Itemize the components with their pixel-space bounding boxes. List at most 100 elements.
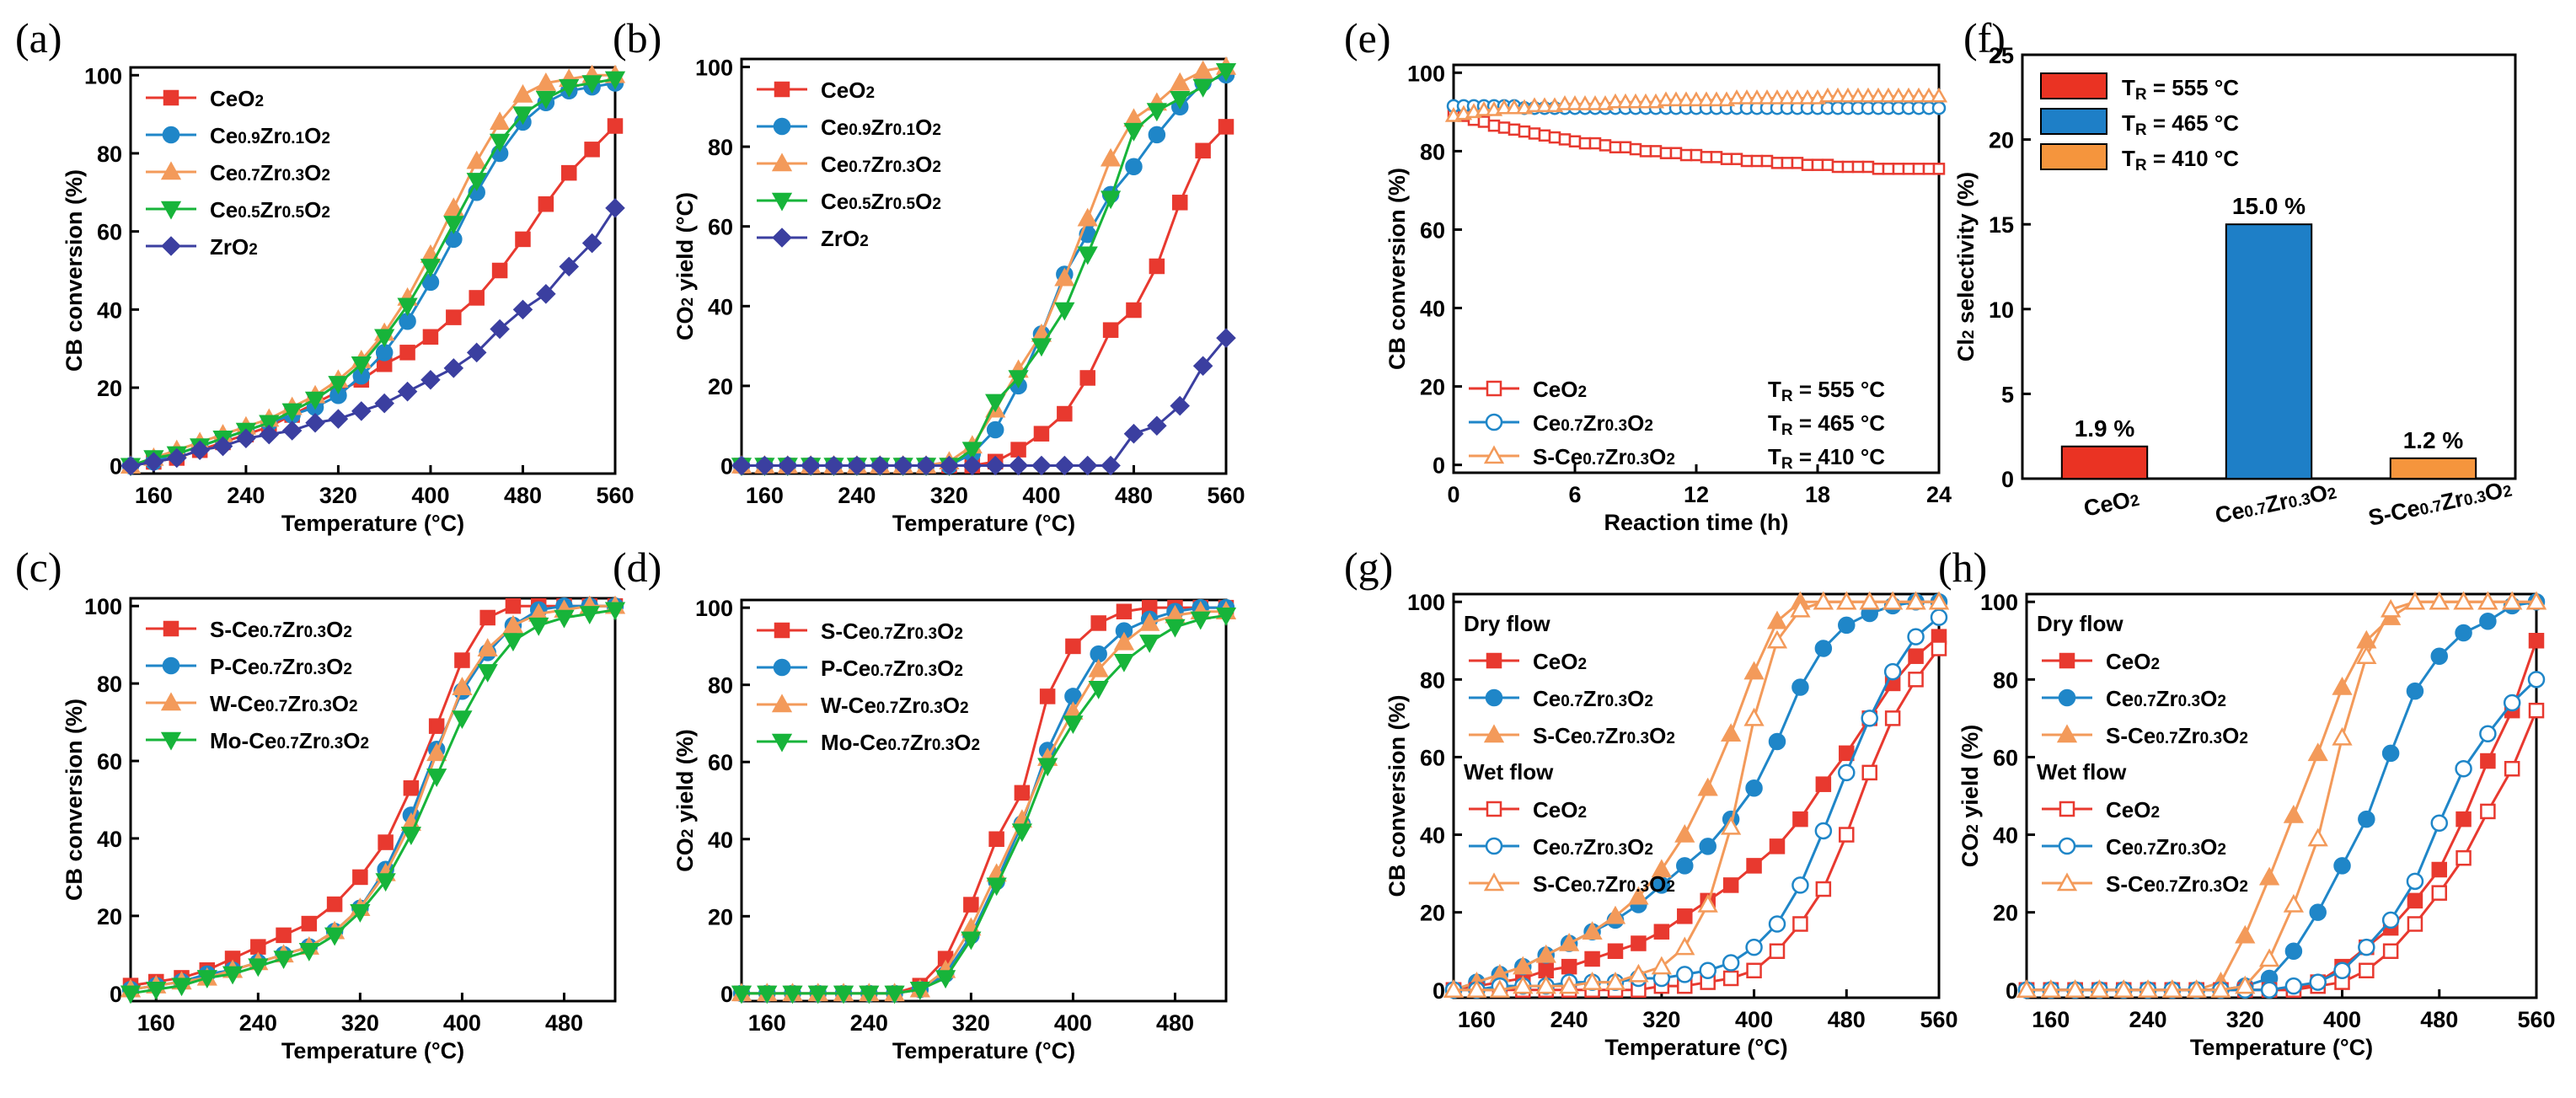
legend-label: CeO2 xyxy=(2106,649,2160,674)
data-point xyxy=(2333,961,2351,980)
data-point xyxy=(2480,803,2496,820)
data-point xyxy=(1768,732,1786,751)
series-line xyxy=(1453,600,1939,992)
x-axis-label: Temperature (°C) xyxy=(2190,1035,2373,1060)
data-point xyxy=(190,440,210,460)
y-axis-label: CO2 yield (%) xyxy=(672,729,698,872)
data-point xyxy=(962,455,983,476)
data-point xyxy=(1677,91,1695,107)
legend-label: Mo-Ce0.7Zr0.3O2 xyxy=(210,728,369,753)
series-1 xyxy=(1444,592,1948,999)
data-point xyxy=(2479,612,2497,630)
data-point xyxy=(490,319,510,340)
data-point xyxy=(1568,135,1582,147)
panel-label: (d) xyxy=(613,544,661,591)
data-point xyxy=(1535,975,1556,994)
data-point xyxy=(1190,611,1211,630)
data-point xyxy=(1584,951,1600,967)
panel-label: (h) xyxy=(1938,544,1987,591)
data-point xyxy=(477,638,498,656)
data-point xyxy=(2283,893,2305,913)
data-point xyxy=(1667,91,1685,107)
data-point xyxy=(1077,207,1098,227)
data-point xyxy=(2456,849,2472,866)
data-point xyxy=(350,904,371,923)
data-point xyxy=(1889,87,1908,103)
x-tick-label: 160 xyxy=(137,1010,175,1036)
data-point xyxy=(512,299,533,320)
x-tick-label: 320 xyxy=(2226,1007,2264,1032)
data-point xyxy=(259,424,280,445)
legend-label: CeO2 xyxy=(1533,377,1587,402)
data-point xyxy=(1748,89,1766,104)
data-point xyxy=(1192,356,1213,377)
data-point xyxy=(579,606,600,624)
data-point xyxy=(1791,678,1809,696)
data-point xyxy=(2480,753,2496,769)
data-point xyxy=(2455,760,2472,778)
y-tick-label: 20 xyxy=(1420,901,1445,926)
data-point xyxy=(374,393,394,414)
y-tick-label: 40 xyxy=(97,297,122,323)
data-point xyxy=(2525,591,2547,610)
data-point xyxy=(1582,972,1603,990)
data-point xyxy=(985,394,1006,413)
data-point xyxy=(939,455,960,476)
data-point xyxy=(916,455,936,476)
data-point xyxy=(1730,153,1743,165)
data-point xyxy=(1838,616,1856,635)
data-point xyxy=(1861,764,1877,781)
series-line xyxy=(742,610,1226,995)
chart-panel-b: (b) 0 20 40 60 80 100 CO2 yield (°C) 160 240 320 40… xyxy=(613,14,1245,536)
data-point xyxy=(305,412,325,433)
data-point xyxy=(1908,648,1924,664)
data-point xyxy=(466,173,487,191)
data-point xyxy=(1883,662,1902,681)
data-point xyxy=(1679,148,1693,162)
data-point xyxy=(1669,147,1683,159)
data-point xyxy=(1740,154,1754,168)
data-point xyxy=(1566,95,1584,110)
series-4 xyxy=(2017,671,2546,999)
data-point xyxy=(581,233,602,254)
data-point xyxy=(2381,744,2400,763)
data-point xyxy=(2332,676,2353,695)
data-point xyxy=(1831,160,1845,174)
x-axis-label: Temperature (°C) xyxy=(892,511,1075,536)
data-point xyxy=(505,597,522,614)
data-point xyxy=(400,827,422,845)
legend-swatch xyxy=(2040,143,2107,170)
data-point xyxy=(2283,804,2305,823)
data-point xyxy=(1604,905,1626,924)
data-point xyxy=(1861,710,1878,727)
y-tick-label: 40 xyxy=(1993,823,2018,849)
data-point xyxy=(1031,338,1052,357)
data-point xyxy=(120,455,141,476)
data-point xyxy=(1123,423,1144,444)
x-tick-label: 400 xyxy=(1054,1010,1092,1036)
data-point xyxy=(1497,121,1511,134)
y-tick-label: 0 xyxy=(1433,978,1445,1004)
y-axis-label: CB conversion (%) xyxy=(1384,168,1410,370)
x-tick-label: 480 xyxy=(2420,1007,2458,1032)
data-point xyxy=(422,329,439,345)
data-point xyxy=(1932,163,1946,175)
series-0 xyxy=(1447,105,1946,175)
x-axis-label: Temperature (°C) xyxy=(1604,1035,1787,1060)
data-point xyxy=(1489,979,1510,999)
data-point xyxy=(1559,975,1580,994)
data-point xyxy=(754,455,775,476)
x-axis-label: Temperature (°C) xyxy=(281,1038,464,1063)
data-point xyxy=(2453,591,2474,610)
y-tick-label: 60 xyxy=(1420,745,1445,770)
data-point xyxy=(1139,635,1160,653)
data-point xyxy=(2309,903,2327,921)
data-point xyxy=(1528,127,1541,140)
data-point xyxy=(1788,89,1807,104)
data-point xyxy=(1905,591,1926,610)
legend-label: CeO2 xyxy=(2106,797,2160,822)
data-point xyxy=(604,602,626,621)
legend-annotation: TR = 410 °C xyxy=(1768,444,1885,473)
panel-label: (b) xyxy=(613,14,661,62)
data-point xyxy=(1908,672,1924,688)
